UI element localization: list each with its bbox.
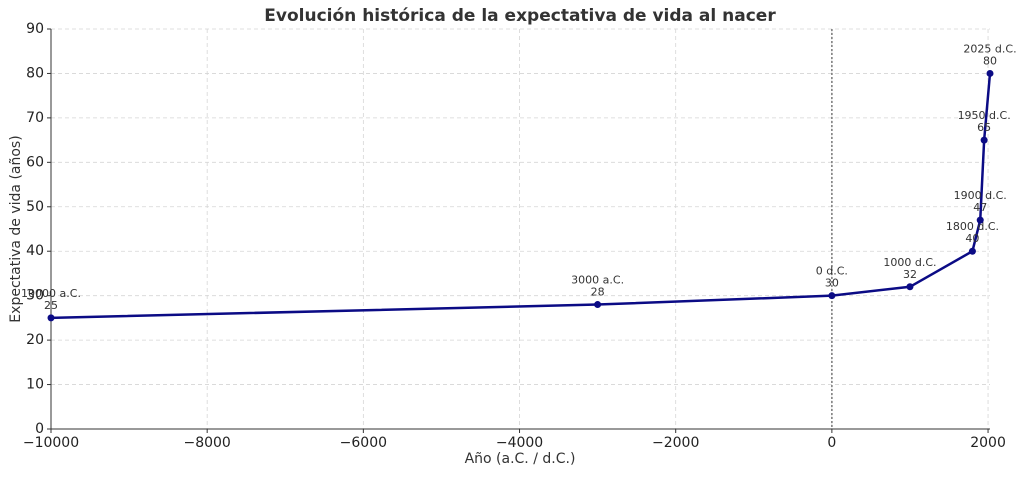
value-label: 32 (903, 268, 917, 281)
point-label: 2025 d.C. (963, 42, 1016, 55)
y-axis-label: Expectativa de vida (años) (8, 135, 24, 322)
x-tick-label: −4000 (496, 435, 543, 451)
data-line (50, 73, 992, 320)
x-tick-label: 2000 (970, 435, 1006, 451)
chart-title: Evolución histórica de la expectativa de… (264, 6, 776, 26)
data-point (594, 301, 602, 309)
value-label: 25 (44, 299, 58, 312)
x-tick-label: −8000 (183, 435, 230, 451)
x-tick-label: −6000 (340, 435, 387, 451)
y-tick-label: 0 (35, 421, 44, 437)
point-label: 1900 d.C. (954, 189, 1007, 202)
value-label: 65 (977, 121, 991, 134)
data-point (986, 69, 994, 77)
y-tick-label: 80 (26, 65, 44, 81)
x-axis-label: Año (a.C. / d.C.) (465, 451, 576, 467)
point-label: 3000 a.C. (571, 274, 624, 287)
y-tick-label: 50 (26, 199, 44, 215)
data-point (976, 216, 984, 224)
value-label: 28 (591, 286, 605, 299)
point-label: 0 d.C. (816, 265, 848, 278)
x-tick-label: 0 (827, 435, 836, 451)
value-label: 30 (825, 277, 839, 290)
data-point (968, 247, 976, 255)
y-tick-label: 20 (26, 332, 44, 348)
y-tick-label: 90 (26, 21, 44, 37)
value-label: 47 (973, 201, 987, 214)
point-label: 10000 a.C. (21, 287, 81, 300)
x-tick-label: −10000 (23, 435, 79, 451)
data-point (47, 314, 55, 322)
x-tick-label: −2000 (652, 435, 699, 451)
data-point (906, 283, 914, 291)
value-label: 40 (965, 232, 979, 245)
y-tick-label: 40 (26, 243, 44, 259)
data-point (828, 292, 836, 300)
y-tick-label: 60 (26, 154, 44, 170)
point-label: 1800 d.C. (946, 220, 999, 233)
value-label: 80 (983, 54, 997, 67)
y-tick-label: 30 (26, 288, 44, 304)
y-tick-label: 10 (26, 377, 44, 393)
point-label: 1000 d.C. (883, 256, 936, 269)
point-label: 1950 d.C. (958, 109, 1011, 122)
y-tick-label: 70 (26, 110, 44, 126)
data-point (980, 136, 988, 144)
